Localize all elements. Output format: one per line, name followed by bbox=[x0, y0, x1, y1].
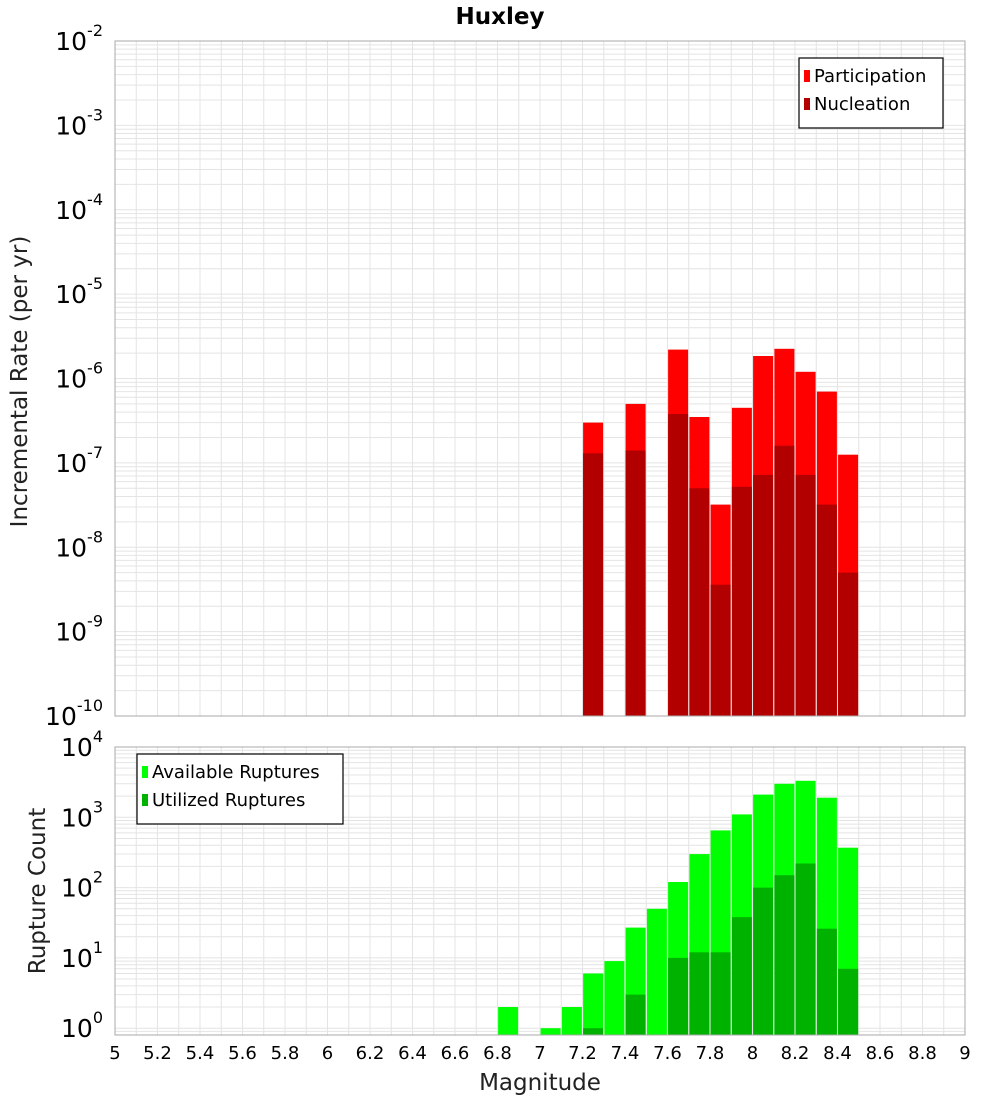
utilized-ruptures-bar bbox=[795, 863, 816, 1035]
x-tick-label: 5.8 bbox=[271, 1043, 300, 1064]
utilized-ruptures-bar bbox=[816, 928, 837, 1035]
x-tick-label: 8.6 bbox=[866, 1043, 895, 1064]
available-ruptures-bar bbox=[540, 1028, 561, 1035]
nucleation-bar bbox=[816, 504, 837, 716]
nucleation-bar bbox=[731, 486, 752, 716]
top-plot-frame bbox=[114, 40, 966, 717]
nucleation-bar bbox=[583, 453, 604, 716]
utilized-ruptures-bar bbox=[625, 994, 646, 1035]
top-y-axis-label: Incremental Rate (per yr) bbox=[7, 236, 33, 528]
y-tick-label: 10-10 bbox=[45, 696, 103, 731]
legend-swatch bbox=[142, 766, 148, 778]
x-tick-label: 8.8 bbox=[908, 1043, 937, 1064]
x-tick-label: 8 bbox=[747, 1043, 758, 1064]
y-tick-label: 102 bbox=[61, 868, 103, 903]
legend-swatch bbox=[804, 70, 810, 82]
nucleation-bar bbox=[689, 488, 710, 716]
utilized-ruptures-bar bbox=[731, 917, 752, 1035]
available-ruptures-bar bbox=[604, 961, 625, 1035]
y-tick-label: 100 bbox=[61, 1008, 103, 1043]
y-tick-label: 101 bbox=[61, 938, 103, 973]
top-legend: Participation Nucleation bbox=[798, 57, 944, 129]
nucleation-bar bbox=[710, 584, 731, 716]
x-tick-label: 7 bbox=[534, 1043, 545, 1064]
available-ruptures-bar bbox=[498, 1007, 519, 1035]
x-tick-label: 6.2 bbox=[356, 1043, 385, 1064]
x-tick-label: 6.8 bbox=[483, 1043, 512, 1064]
utilized-ruptures-bar bbox=[774, 875, 795, 1035]
bottom-bars bbox=[498, 780, 859, 1035]
x-tick-label: 7.6 bbox=[653, 1043, 682, 1064]
available-ruptures-bar bbox=[561, 1007, 582, 1035]
y-tick-label: 10-2 bbox=[55, 21, 103, 56]
x-tick-label: 5.4 bbox=[186, 1043, 215, 1064]
legend-label: Participation bbox=[814, 66, 926, 87]
x-tick-labels: 5 5.2 5.4 5.6 5.8 6 6.2 6.4 6.6 6.8 7 7.2 7.4 7.6 7.8 8… bbox=[109, 1043, 970, 1064]
utilized-ruptures-bar bbox=[710, 952, 731, 1035]
nucleation-bar bbox=[753, 474, 774, 716]
x-tick-label: 6.4 bbox=[398, 1043, 427, 1064]
top-y-tick-labels: 10-10 10-9 10-8 10-7 10-6 10-5 10-4 10-3 10-2 bbox=[45, 21, 103, 731]
nucleation-bar bbox=[795, 474, 816, 716]
available-ruptures-bar bbox=[583, 973, 604, 1035]
y-tick-label: 104 bbox=[61, 727, 103, 762]
y-tick-label: 10-4 bbox=[55, 190, 103, 225]
utilized-ruptures-bar bbox=[753, 887, 774, 1035]
legend-label: Nucleation bbox=[814, 94, 910, 115]
bottom-plot-frame bbox=[114, 746, 966, 1036]
nucleation-bar bbox=[774, 445, 795, 716]
legend-swatch bbox=[142, 794, 148, 806]
bottom-legend: Available Ruptures Utilized Ruptures bbox=[136, 753, 344, 825]
chart-title: Huxley bbox=[456, 4, 545, 30]
x-tick-label: 8.4 bbox=[823, 1043, 852, 1064]
bottom-y-axis-label: Rupture Count bbox=[25, 808, 51, 974]
legend-label: Utilized Ruptures bbox=[152, 790, 305, 811]
x-tick-label: 7.8 bbox=[696, 1043, 725, 1064]
y-tick-label: 10-6 bbox=[55, 359, 103, 394]
bottom-y-tick-labels: 100 101 102 103 104 bbox=[61, 727, 103, 1043]
x-axis-label: Magnitude bbox=[479, 1070, 601, 1096]
x-tick-label: 9 bbox=[959, 1043, 970, 1064]
legend-swatch bbox=[804, 98, 810, 110]
x-tick-label: 6.6 bbox=[441, 1043, 470, 1064]
y-tick-label: 103 bbox=[61, 797, 103, 832]
utilized-ruptures-bar bbox=[668, 957, 689, 1035]
x-tick-label: 5.6 bbox=[228, 1043, 257, 1064]
y-tick-label: 10-8 bbox=[55, 527, 103, 562]
rupture-count-panel: 100 101 102 103 104 Rupture Count Available … bbox=[25, 727, 966, 1043]
y-tick-label: 10-3 bbox=[55, 105, 103, 140]
nucleation-bar bbox=[625, 450, 646, 716]
x-tick-label: 7.2 bbox=[568, 1043, 597, 1064]
y-tick-label: 10-9 bbox=[55, 612, 103, 647]
x-tick-label: 7.4 bbox=[611, 1043, 640, 1064]
x-tick-label: 6 bbox=[322, 1043, 333, 1064]
utilized-ruptures-bar bbox=[583, 1028, 604, 1035]
incremental-rate-panel: 10-10 10-9 10-8 10-7 10-6 10-5 10-4 10-3 10-2 In… bbox=[7, 21, 966, 731]
legend-box bbox=[136, 753, 344, 825]
top-gridlines bbox=[114, 40, 966, 717]
top-bars bbox=[583, 348, 859, 716]
nucleation-bar bbox=[838, 572, 859, 716]
available-ruptures-bar bbox=[646, 908, 667, 1035]
nucleation-bar bbox=[668, 414, 689, 716]
utilized-ruptures-bar bbox=[689, 952, 710, 1035]
legend-box bbox=[798, 57, 944, 129]
y-tick-label: 10-5 bbox=[55, 274, 103, 309]
utilized-ruptures-bar bbox=[838, 968, 859, 1035]
y-tick-label: 10-7 bbox=[55, 443, 103, 478]
legend-label: Available Ruptures bbox=[152, 762, 320, 783]
x-tick-label: 5 bbox=[109, 1043, 120, 1064]
x-tick-label: 5.2 bbox=[143, 1043, 172, 1064]
x-tick-label: 8.2 bbox=[781, 1043, 810, 1064]
